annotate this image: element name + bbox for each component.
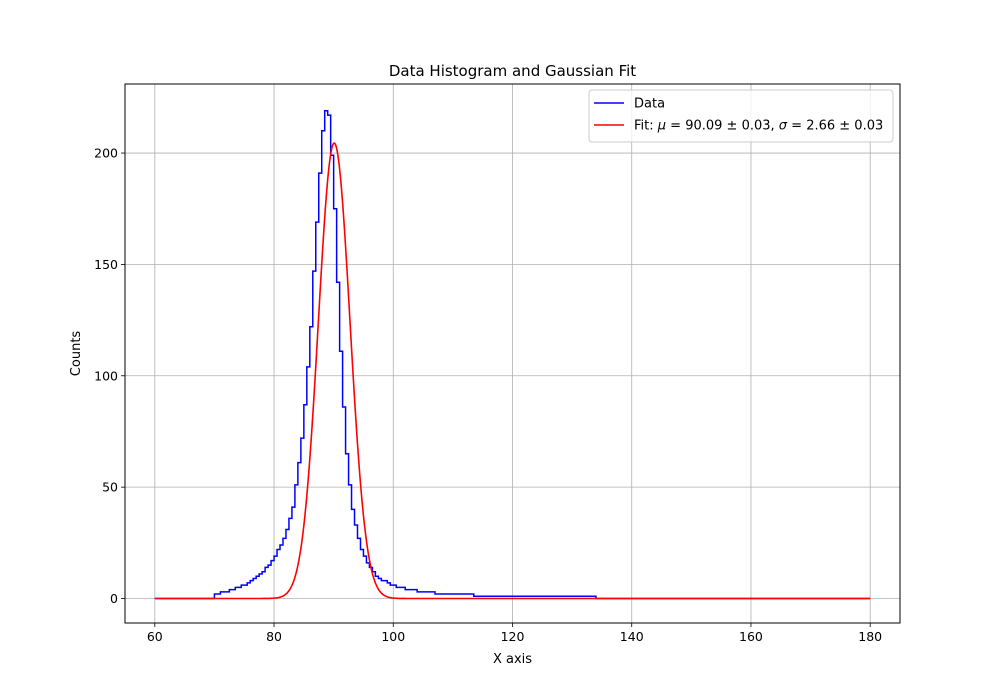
ticks: 60 80 100 120 140 160 180 0 50 100 150 200	[94, 146, 882, 644]
y-tick-label: 0	[110, 591, 118, 606]
legend-box	[588, 89, 894, 143]
legend-data-label: Data	[634, 97, 665, 112]
legend-fit-mu-symbol: μ	[657, 119, 666, 134]
legend-fit-label: Fit: μ = 90.09 ± 0.03, σ = 2.66 ± 0.03	[634, 119, 883, 134]
legend-fit-mu-value: = 90.09 ± 0.03,	[666, 119, 779, 134]
x-tick-label: 80	[266, 629, 282, 644]
y-tick-label: 100	[94, 368, 118, 383]
x-axis-label: X axis	[493, 652, 532, 667]
legend-fit-sigma-symbol: σ	[779, 119, 788, 134]
legend-fit-sigma-value: = 2.66 ± 0.03	[787, 119, 883, 134]
series-layer	[154, 109, 871, 600]
x-tick-label: 180	[858, 629, 882, 644]
y-tick-label: 200	[94, 146, 118, 161]
y-tick-label: 150	[94, 257, 118, 272]
legend: Data Fit: μ = 90.09 ± 0.03, σ = 2.66 ± 0…	[588, 89, 894, 143]
x-tick-label: 160	[739, 629, 763, 644]
chart-title: Data Histogram and Gaussian Fit	[389, 62, 636, 80]
gaussian-fit-line	[154, 142, 871, 600]
legend-fit-prefix: Fit:	[634, 119, 658, 134]
x-tick-label: 60	[147, 629, 163, 644]
x-tick-label: 120	[501, 629, 525, 644]
y-axis-label: Counts	[69, 331, 84, 377]
y-tick-label: 50	[102, 480, 118, 495]
x-tick-label: 100	[381, 629, 405, 644]
x-tick-label: 140	[620, 629, 644, 644]
